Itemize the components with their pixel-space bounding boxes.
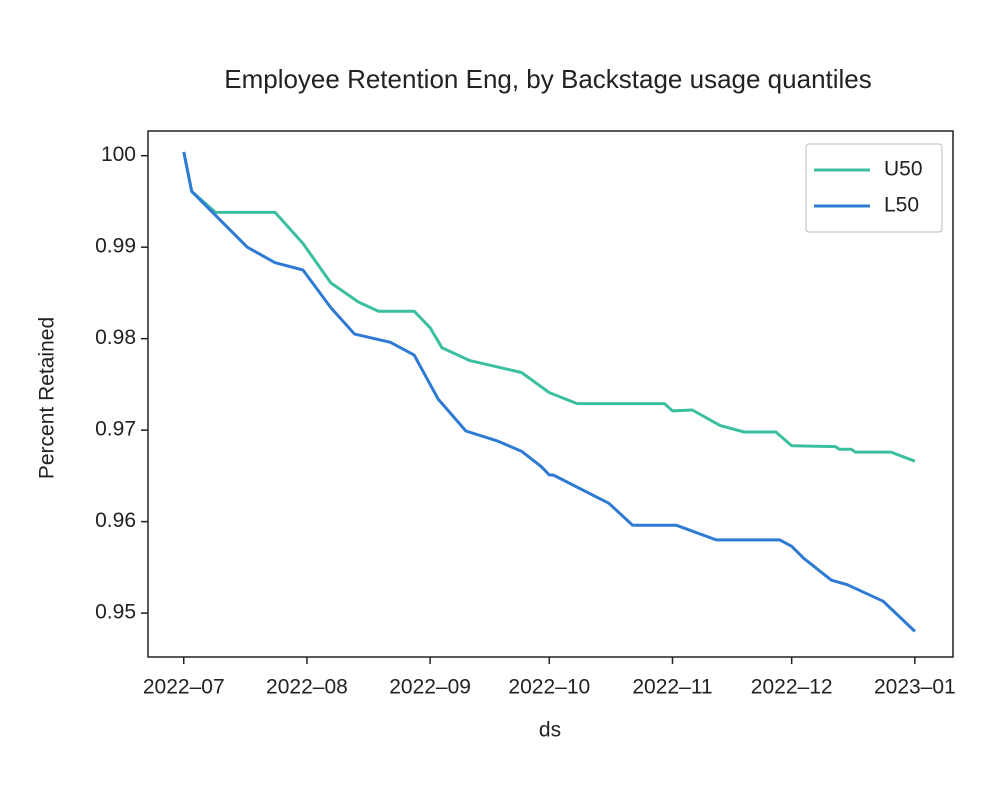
y-tick-label: 0.97 [95,418,136,441]
legend-label: U50 [884,158,923,181]
x-axis-label: ds [539,719,561,742]
plot-frame [147,130,954,658]
x-tick-label: 2022–09 [389,676,471,699]
y-tick-label: 0.95 [95,601,136,624]
y-tick-label: 100 [101,143,136,166]
x-tick-label: 2022–11 [632,676,712,699]
chart-title: Employee Retention Eng, by Backstage usa… [224,64,872,94]
y-tick-label: 0.96 [95,509,136,532]
x-tick-label: 2023–01 [874,676,956,699]
legend-box [805,143,943,233]
y-tick-label: 0.98 [95,326,136,349]
y-tick-label: 0.99 [95,235,136,258]
x-tick-label: 2022–10 [508,676,590,699]
x-tick-label: 2022–12 [751,676,833,699]
series-line [182,151,916,633]
x-tick-label: 2022–08 [266,676,348,699]
series-line [182,151,916,463]
x-tick-label: 2022–07 [143,676,225,699]
y-axis-label: Percent Retained [36,317,59,479]
legend-label: L50 [884,194,919,217]
